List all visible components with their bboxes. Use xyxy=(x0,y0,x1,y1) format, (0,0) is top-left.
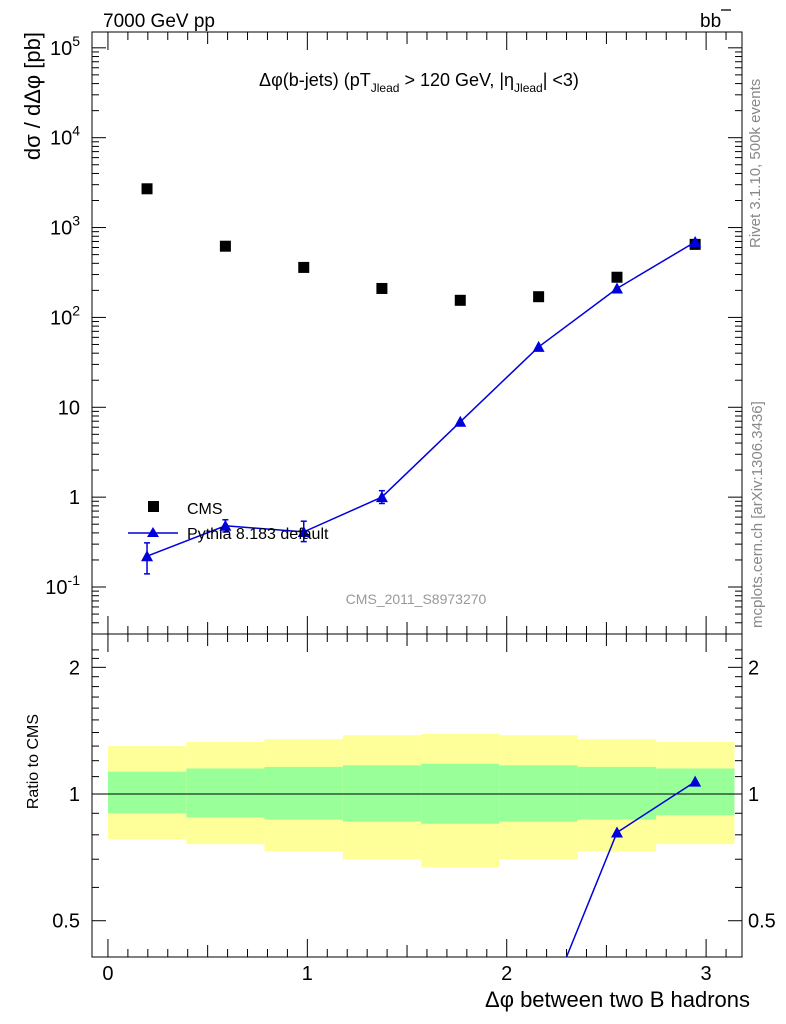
main-y-tick-label: 104 xyxy=(50,123,80,150)
legend-pythia-label: Pythia 8.183 default xyxy=(187,526,329,543)
cms-data-point xyxy=(298,261,310,273)
green-band-bin xyxy=(186,768,265,818)
ratio-y-tick-label-left: 1 xyxy=(69,784,80,806)
legend-pythia-marker xyxy=(147,527,159,537)
legend-cms-label: CMS xyxy=(187,501,223,518)
ratio-pythia-point xyxy=(610,826,623,838)
main-y-tick-label: 10 xyxy=(58,397,80,419)
cms-data-point xyxy=(219,240,231,252)
ratio-plot-frame xyxy=(91,633,743,958)
cms-data-point xyxy=(141,183,153,195)
ratio-pythia-point xyxy=(689,775,702,787)
main-y-tick-label: 10-1 xyxy=(45,572,80,599)
main-y-tick-label: 102 xyxy=(50,302,80,329)
cms-data-point xyxy=(376,282,388,294)
ratio-y-tick-label-right: 1 xyxy=(748,784,759,806)
header-process-label: bb xyxy=(700,11,721,32)
main-y-tick-label: 1 xyxy=(69,487,80,509)
ratio-y-tick-label-left: 2 xyxy=(69,657,80,679)
plot-title: Δφ(b-jets) (pTJlead > 120 GeV, |ηJlead| … xyxy=(259,70,579,95)
main-plot-frame xyxy=(91,31,743,635)
cms-data-point xyxy=(454,294,466,306)
analysis-id-watermark: CMS_2011_S8973270 xyxy=(346,591,487,607)
pythia-data-point xyxy=(375,491,388,503)
pythia-data-point xyxy=(297,525,310,537)
main-y-tick-label: 103 xyxy=(50,213,80,240)
ratio-y-axis-label: Ratio to CMS xyxy=(25,714,42,809)
green-band-bin xyxy=(656,768,735,816)
main-y-tick-label: 105 xyxy=(50,33,80,60)
x-tick-label: 0 xyxy=(102,963,113,985)
pythia-data-point xyxy=(454,415,467,427)
mcplots-label: mcplots.cern.ch [arXiv:1306.3436] xyxy=(749,401,766,628)
main-y-axis-label: dσ / dΔφ [pb] xyxy=(20,32,45,160)
cms-data-point xyxy=(533,291,545,303)
cms-data-point xyxy=(611,271,623,283)
x-tick-label: 3 xyxy=(701,963,712,985)
x-tick-label: 1 xyxy=(302,963,313,985)
ratio-y-tick-label-left: 0.5 xyxy=(52,911,80,933)
pythia-line xyxy=(146,241,696,557)
x-tick-label: 2 xyxy=(501,963,512,985)
pythia-data-point xyxy=(219,519,232,531)
green-band-bin xyxy=(264,766,343,820)
pythia-data-point xyxy=(532,340,545,352)
legend-cms-marker xyxy=(148,501,159,512)
ratio-y-tick-label-right: 0.5 xyxy=(748,911,776,933)
green-band-bin xyxy=(499,765,578,822)
pythia-data-point xyxy=(689,236,702,248)
green-band-bin xyxy=(107,771,187,814)
header-energy-label: 7000 GeV pp xyxy=(103,11,215,32)
x-axis-label: Δφ between two B hadrons xyxy=(485,987,750,1012)
green-band-bin xyxy=(342,765,422,822)
pythia-data-point xyxy=(610,282,623,294)
green-band-bin xyxy=(577,766,657,820)
rivet-version-label: Rivet 3.1.10, 500k events xyxy=(747,79,764,248)
ratio-y-tick-label-right: 2 xyxy=(748,657,759,679)
pythia-data-point xyxy=(141,550,154,562)
